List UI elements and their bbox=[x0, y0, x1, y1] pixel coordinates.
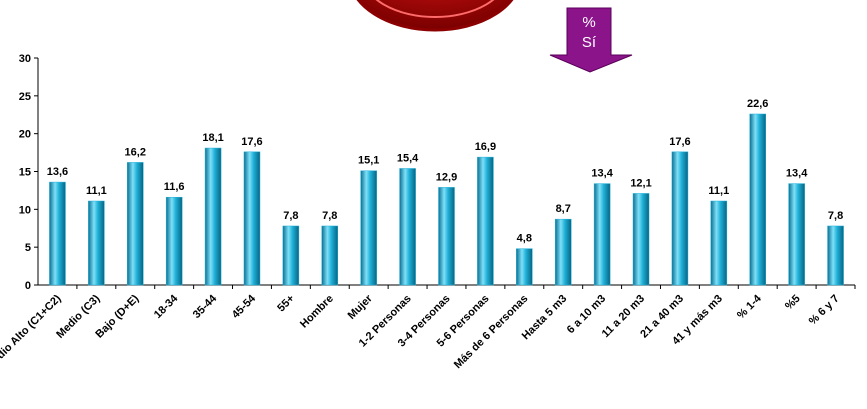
x-tick-label: % 6 y 7 bbox=[807, 293, 842, 328]
value-label: 12,9 bbox=[436, 171, 457, 183]
y-tick-label: 15 bbox=[19, 167, 31, 179]
value-label: 13,6 bbox=[47, 166, 68, 178]
y-tick-label: 10 bbox=[19, 204, 31, 216]
value-label: 13,4 bbox=[591, 168, 613, 180]
y-tick-label: 20 bbox=[19, 129, 31, 141]
bar bbox=[788, 183, 805, 286]
bar bbox=[399, 168, 416, 286]
value-label: 7,8 bbox=[322, 210, 337, 222]
value-label: 15,1 bbox=[358, 155, 379, 167]
bar bbox=[49, 181, 66, 286]
value-label: 11,1 bbox=[86, 185, 107, 197]
x-tick-label: Mujer bbox=[346, 292, 376, 322]
bar bbox=[710, 200, 728, 286]
x-tick-label: % 1-4 bbox=[735, 292, 764, 321]
decor-ellipse bbox=[356, 0, 514, 32]
y-tick-label: 0 bbox=[25, 280, 31, 292]
annotation: % bbox=[582, 14, 595, 31]
x-tick-label: Más de 6 Personas bbox=[452, 293, 531, 372]
value-label: 22,6 bbox=[747, 98, 768, 110]
value-label: 11,6 bbox=[164, 181, 185, 193]
bar bbox=[593, 183, 611, 286]
bar bbox=[360, 170, 377, 286]
annotation: Sí bbox=[582, 34, 597, 51]
value-label: 12,1 bbox=[630, 177, 651, 189]
y-tick-label: 25 bbox=[19, 91, 31, 103]
bar bbox=[165, 196, 183, 286]
bar bbox=[554, 218, 572, 286]
value-label: 15,4 bbox=[397, 152, 419, 164]
y-tick-label: 30 bbox=[19, 53, 31, 65]
bar bbox=[632, 193, 650, 286]
bar bbox=[127, 162, 144, 286]
arrow bbox=[549, 7, 633, 73]
y-tick-label: 5 bbox=[25, 242, 31, 254]
bar bbox=[243, 151, 261, 286]
bar bbox=[477, 156, 494, 286]
x-tick-label: 35-44 bbox=[191, 292, 220, 321]
x-tick-label: 18-34 bbox=[152, 292, 181, 321]
value-label: 16,9 bbox=[475, 141, 496, 153]
value-label: 4,8 bbox=[517, 233, 532, 245]
value-label: 16,2 bbox=[125, 146, 146, 158]
value-label: 17,6 bbox=[669, 136, 690, 148]
x-tick-label: 55+ bbox=[275, 293, 297, 315]
value-label: 18,1 bbox=[202, 132, 223, 144]
bar bbox=[282, 225, 300, 286]
value-label: 13,4 bbox=[786, 168, 808, 180]
bar bbox=[438, 187, 455, 286]
x-tick-label: Hombre bbox=[298, 293, 336, 331]
x-tick-label: %5 bbox=[783, 293, 803, 313]
value-label: 8,7 bbox=[556, 203, 571, 215]
x-tick-label: 45-54 bbox=[230, 292, 259, 321]
bar bbox=[321, 225, 339, 286]
value-label: 11,1 bbox=[708, 185, 729, 197]
value-label: 7,8 bbox=[828, 210, 843, 222]
bar bbox=[671, 151, 689, 286]
value-label: 7,8 bbox=[283, 210, 298, 222]
decor-ring bbox=[375, 0, 495, 18]
bar bbox=[749, 113, 766, 286]
bar bbox=[204, 147, 222, 286]
value-label: 17,6 bbox=[241, 136, 262, 148]
bar bbox=[88, 200, 105, 286]
bar bbox=[516, 248, 533, 286]
bar bbox=[827, 225, 844, 286]
